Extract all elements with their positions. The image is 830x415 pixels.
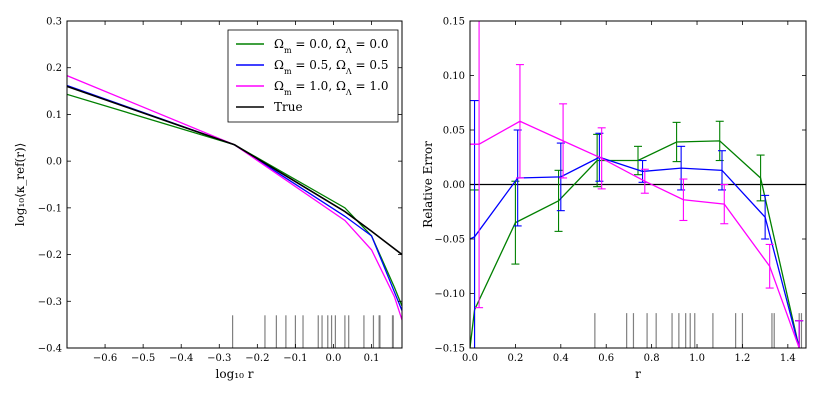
- x-tick-label: 1.0: [689, 353, 705, 364]
- x-tick-label: −0.5: [131, 353, 155, 364]
- y-tick-label: 0.00: [443, 180, 465, 191]
- series-line-3: [67, 85, 402, 256]
- y-tick-label: −0.3: [38, 297, 62, 308]
- series-line-0: [470, 140, 800, 348]
- y-tick-label: 0.3: [46, 17, 62, 28]
- plot-area: [67, 75, 402, 348]
- y-tick-label: 0.15: [443, 17, 465, 28]
- y-tick-label: 0.1: [46, 110, 62, 121]
- x-tick-label: 0.6: [598, 353, 614, 364]
- x-tick-label: 0.2: [507, 353, 523, 364]
- y-tick-label: 0.10: [443, 71, 465, 82]
- x-axis-label: log₁₀ r: [216, 367, 254, 381]
- x-tick-label: 0.8: [644, 353, 660, 364]
- right-chart-panel: 0.0 0.2 0.4 0.6 0.8 1.0 1.2 1.4 −0.15 −0.10 −0.05 0…: [421, 17, 807, 381]
- legend-label-2: Ωm = 1.0, ΩΛ = 1.0: [274, 79, 388, 97]
- y-tick-label: −0.4: [38, 344, 62, 355]
- series-line-2: [470, 120, 800, 348]
- y-axis-label: Relative Error: [421, 141, 435, 228]
- x-tick-label: 0.0: [326, 353, 342, 364]
- y-tick-label: −0.15: [434, 344, 465, 355]
- x-tick-label: 0.0: [462, 353, 478, 364]
- y-tick-label: −0.10: [434, 289, 465, 300]
- y-tick-label: 0.0: [46, 157, 62, 168]
- x-tick-label: −0.4: [169, 353, 193, 364]
- y-tick-label: −0.2: [38, 250, 62, 261]
- x-tick-label: −0.2: [245, 353, 269, 364]
- x-tick-label: −0.3: [207, 353, 231, 364]
- x-tick-label: 1.2: [734, 353, 750, 364]
- legend-label-1: Ωm = 0.5, ΩΛ = 0.5: [274, 58, 388, 76]
- series-line-0: [67, 93, 402, 307]
- plot-area: [470, 21, 806, 348]
- x-tick-label: 0.1: [364, 353, 380, 364]
- legend-label-0: Ωm = 0.0, ΩΛ = 0.0: [274, 37, 388, 55]
- y-tick-label: 0.05: [443, 126, 465, 137]
- x-axis-label: r: [635, 367, 641, 381]
- x-tick-label: −0.1: [283, 353, 307, 364]
- y-tick-label: 0.2: [46, 63, 62, 74]
- series-line-2: [67, 75, 402, 321]
- x-tick-label: 1.4: [780, 353, 796, 364]
- axes-frame: [66, 20, 403, 349]
- left-chart-panel: −0.6 −0.5 −0.4 −0.3 −0.2 −0.1 0.0 0.1 −0.4 −0.3 −0…: [13, 17, 403, 381]
- y-axis-label: log₁₀⟨κ_ref(r)⟩: [13, 143, 27, 227]
- y-tick-label: −0.05: [434, 235, 465, 246]
- x-tick-label: 0.4: [553, 353, 569, 364]
- x-tick-label: −0.6: [93, 353, 117, 364]
- legend-label-3: True: [274, 100, 303, 114]
- y-tick-label: −0.1: [38, 203, 62, 214]
- series-line-1: [470, 156, 800, 348]
